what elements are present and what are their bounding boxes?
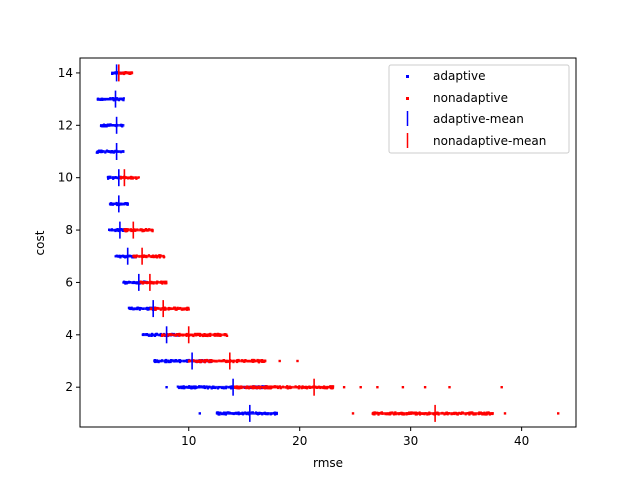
y-tick-label: 4 [65, 328, 73, 342]
adaptive-band [97, 97, 125, 101]
data-points-layer [95, 71, 560, 416]
adaptive-band [108, 228, 128, 232]
adaptive-band [107, 176, 123, 179]
nonadaptive-band [138, 281, 167, 284]
adaptive-band [128, 307, 156, 310]
nonadaptive-outlier-point [503, 412, 507, 415]
nonadaptive-band [188, 359, 267, 363]
y-tick-label: 12 [58, 118, 73, 132]
x-tick-label: 30 [403, 434, 418, 448]
nonadaptive-outlier-point [342, 386, 346, 389]
y-tick-label: 10 [58, 171, 73, 185]
nonadaptive-outlier-point [376, 386, 379, 389]
adaptive-band [177, 385, 267, 389]
legend-nonadaptive-marker [406, 97, 409, 100]
adaptive-band [153, 359, 211, 363]
adaptive-band [142, 333, 178, 337]
y-tick-label: 14 [58, 66, 73, 80]
nonadaptive-band [133, 254, 165, 258]
legend-frame [388, 64, 570, 154]
legend-adaptive-marker [406, 75, 409, 78]
nonadaptive-band [124, 228, 154, 232]
nonadaptive-outlier-point [359, 386, 362, 389]
legend-nonadaptive-mean-label: nonadaptive-mean [433, 134, 546, 148]
axes-layer: 10 20 30 40 2 4 6 8 10 12 14 [58, 57, 577, 448]
x-axis-label: rmse [313, 456, 343, 470]
y-tick-label: 2 [65, 380, 73, 394]
nonadaptive-outlier-point [448, 386, 451, 389]
nonadaptive-outlier-point [557, 412, 560, 415]
x-tick-label: 40 [514, 434, 529, 448]
adaptive-outlier-point [198, 412, 201, 415]
adaptive-band [115, 254, 137, 258]
mean-markers-layer [114, 64, 436, 422]
nonadaptive-outlier-point [401, 386, 405, 389]
adaptive-band [100, 124, 125, 127]
nonadaptive-outlier-point [278, 359, 281, 363]
adaptive-band [96, 150, 125, 153]
nonadaptive-outlier-point [296, 359, 299, 363]
y-axis-label: cost [33, 230, 47, 255]
adaptive-band [123, 281, 148, 284]
nonadaptive-band [233, 385, 333, 389]
legend-adaptive-mean-label: adaptive-mean [433, 112, 524, 126]
legend-nonadaptive-label: nonadaptive [433, 91, 508, 105]
adaptive-outlier-point [165, 386, 168, 389]
adaptive-band [216, 412, 278, 415]
nonadaptive-band [371, 412, 494, 415]
nonadaptive-outlier-point [423, 386, 427, 389]
plot-frame [79, 57, 577, 428]
x-tick-label: 20 [292, 434, 307, 448]
y-tick-label: 8 [65, 223, 73, 237]
y-tick-label: 6 [65, 275, 73, 289]
nonadaptive-band [119, 71, 134, 75]
nonadaptive-band [161, 333, 228, 337]
nonadaptive-outlier-point [500, 386, 503, 389]
x-tick-label: 10 [181, 434, 196, 448]
nonadaptive-outlier-point [351, 412, 355, 415]
nonadaptive-band [149, 307, 189, 310]
legend: adaptive nonadaptive adaptive-mean nonad… [388, 64, 570, 154]
nonadaptive-band [119, 176, 139, 179]
legend-adaptive-label: adaptive [433, 69, 485, 83]
